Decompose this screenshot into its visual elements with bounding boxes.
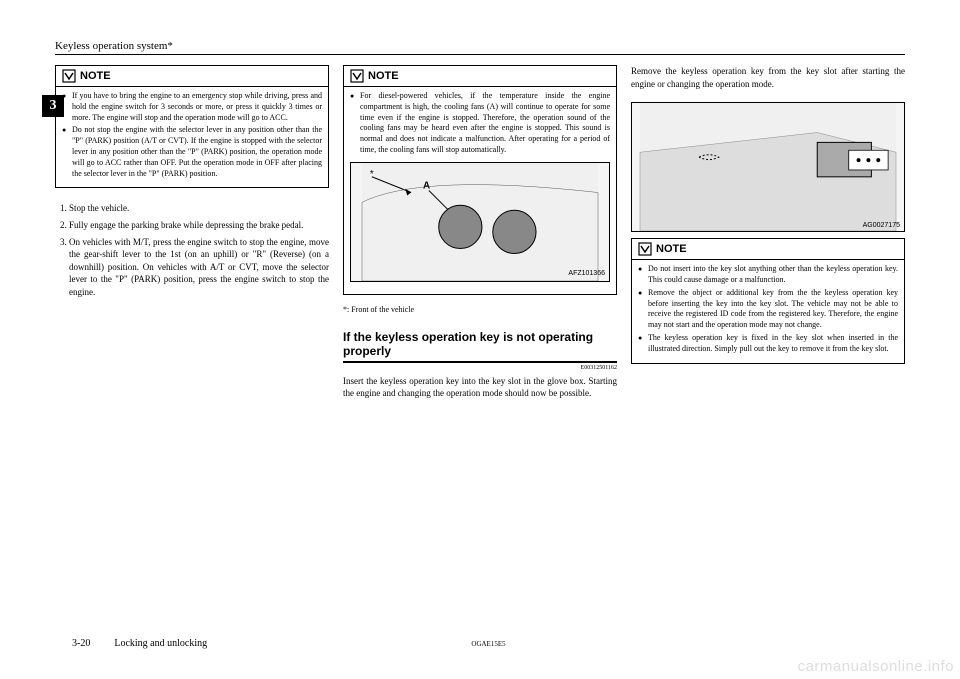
note-icon <box>350 69 364 83</box>
fan-illustration: * A <box>351 163 609 281</box>
section-code: E00312501162 <box>343 365 617 371</box>
note-item: Remove the object or additional key from… <box>638 288 898 331</box>
section-heading: If the keyless operation key is not oper… <box>343 330 617 363</box>
note-icon <box>638 242 652 256</box>
step-item: Stop the vehicle. <box>69 202 329 215</box>
figure-label: AFZ101366 <box>568 269 605 278</box>
note-item: Do not insert into the key slot anything… <box>638 264 898 286</box>
note-body: If you have to bring the engine to an em… <box>56 87 328 187</box>
section-para: Insert the keyless operation key into th… <box>343 375 617 400</box>
column-3: Remove the keyless operation key from th… <box>631 65 905 565</box>
note-title: NOTE <box>656 243 687 255</box>
footer-doc-code: OGAE15E5 <box>471 640 505 648</box>
step-item: On vehicles with M/T, press the engine s… <box>69 236 329 299</box>
note-box-1: NOTE If you have to bring the engine to … <box>55 65 329 188</box>
note-body: For diesel-powered vehicles, if the temp… <box>344 87 616 294</box>
note-header: NOTE <box>344 66 616 87</box>
note-title: NOTE <box>80 70 111 82</box>
keyslot-illustration <box>632 103 904 231</box>
content-columns: NOTE If you have to bring the engine to … <box>55 65 905 565</box>
note-item: Do not stop the engine with the selector… <box>62 125 322 179</box>
figure-label: AG0027175 <box>863 222 900 229</box>
note-icon <box>62 69 76 83</box>
note-title: NOTE <box>368 70 399 82</box>
note-body: Do not insert into the key slot anything… <box>632 260 904 362</box>
page-footer: 3-20 Locking and unlocking OGAE15E5 <box>72 638 905 649</box>
step-list: Stop the vehicle. Fully engage the parki… <box>55 198 329 302</box>
footer-section: Locking and unlocking <box>114 638 207 649</box>
step-item: Fully engage the parking brake while dep… <box>69 219 329 232</box>
note-header: NOTE <box>632 239 904 260</box>
column-1: NOTE If you have to bring the engine to … <box>55 65 329 565</box>
chapter-tab: 3 <box>42 95 64 117</box>
note-box-3: NOTE Do not insert into the key slot any… <box>631 238 905 363</box>
note-item: If you have to bring the engine to an em… <box>62 91 322 123</box>
note-header: NOTE <box>56 66 328 87</box>
footer-page-number: 3-20 <box>72 638 90 649</box>
figure-caption: *: Front of the vehicle <box>343 305 617 314</box>
page-header: Keyless operation system* <box>55 40 905 55</box>
intro-para: Remove the keyless operation key from th… <box>631 65 905 90</box>
watermark: carmanualsonline.info <box>798 658 954 675</box>
keyslot-figure: AG0027175 <box>631 102 905 232</box>
column-2: NOTE For diesel-powered vehicles, if the… <box>343 65 617 565</box>
note-box-2: NOTE For diesel-powered vehicles, if the… <box>343 65 617 295</box>
note-item: The keyless operation key is fixed in th… <box>638 333 898 355</box>
engine-fan-figure: * A AFZ101366 <box>350 162 610 282</box>
svg-text:A: A <box>423 180 430 191</box>
note-item: For diesel-powered vehicles, if the temp… <box>350 91 610 156</box>
svg-text:*: * <box>370 169 374 180</box>
